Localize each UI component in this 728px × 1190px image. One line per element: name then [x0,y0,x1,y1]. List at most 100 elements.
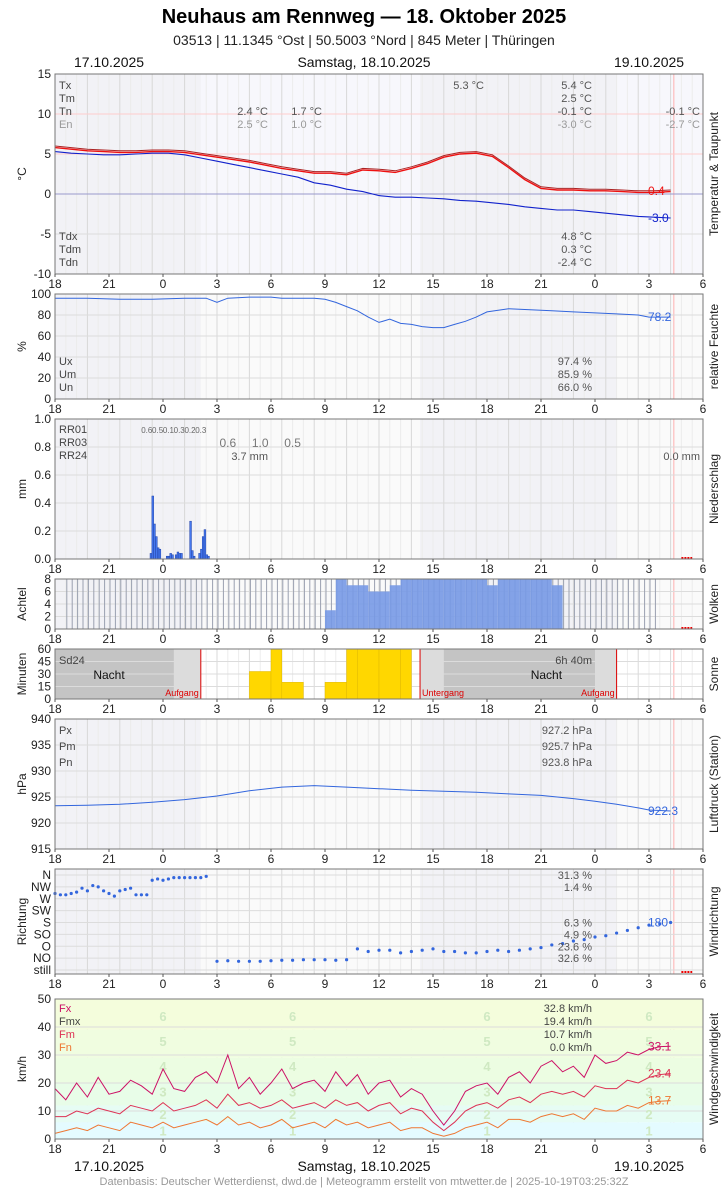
temp-stat-en-0: 2.5 °C [237,119,268,131]
cloud-total-bar-19-0 [260,579,262,629]
x-tick-label-5-0: 18 [48,852,62,866]
precip-bar-11 [176,551,180,560]
wind-dir-point-8 [96,885,100,889]
x-tick-label-5-4: 6 [268,852,275,866]
precip-bar-15 [191,550,194,560]
x-tick-label-0-5: 9 [322,277,329,291]
x-tick-label-7-8: 18 [480,1142,494,1156]
y-tick-label-7-3: 20 [38,1076,52,1090]
dir-tick-label-1: NW [31,880,52,894]
side-title-5: Luftdruck (Station) [707,735,721,833]
x-tick-label-2-3: 3 [214,562,221,576]
cloud-total-bar-8-1 [147,579,149,629]
humidity-stat-label-ux: Ux [59,356,73,368]
x-tick-label-3-11: 3 [646,632,653,646]
wind-dir-point-25 [188,876,192,880]
wind-dir-point-41 [345,958,349,962]
y-tick-label-2-5: 0.0 [34,552,51,566]
beaufort-label-3-3: 3 [645,1084,652,1099]
cloud-total-bar-50-1 [600,579,602,629]
wind-dir-point-26 [193,876,197,880]
cloud-total-bar-3-1 [93,579,95,629]
cloud-low-bar-44 [530,579,541,629]
dew-stat-label-tdm: Tdm [59,244,81,256]
precip-bar-13 [180,553,183,560]
wind-dir-point-33 [258,959,262,963]
cloud-total-bar-22-1 [298,579,300,629]
x-tick-label-1-4: 6 [268,402,275,416]
wind-dir-point-28 [204,874,208,878]
x-tick-label-4-5: 9 [322,702,329,716]
side-title-6: Windrichtung [707,886,721,956]
wind-stat-value-fn: 0.0 km/h [550,1042,592,1054]
wind-dir-point-40 [334,958,338,962]
beaufort-band-5 [55,999,703,1030]
y-tick-label-3-3: 2 [44,610,51,624]
temp-stat-tx-4: 5.4 °C [561,80,592,92]
date-right-top: 19.10.2025 [614,54,685,70]
x-tick-label-4-3: 3 [214,702,221,716]
x-tick-label-7-4: 6 [268,1142,275,1156]
x-tick-label-4-9: 21 [534,702,548,716]
wind-stat-label-fx: Fx [59,1003,72,1015]
wind-dir-point-61 [561,942,565,946]
rr01-value-0: 0.6 [141,426,153,435]
humidity-stat-value-ux: 97.4 % [558,356,592,368]
wind-mean-max-end-label: 23.4 [648,1066,672,1080]
x-tick-label-6-11: 3 [646,977,653,991]
station-subtitle: 03513 | 11.1345 °Ost | 50.5003 °Nord | 8… [173,32,555,48]
pressure-line [54,785,671,812]
cloud-total-bar-4-0 [98,579,100,629]
sun-bar-2 [281,682,304,700]
y-tick-label-5-1: 935 [31,738,51,752]
cloud-low-bar-33 [411,579,423,629]
night-label-0: Nacht [93,668,125,682]
cloud-total-bar-20-0 [271,579,273,629]
wind-dir-point-49 [431,947,435,951]
wind-dir-point-2 [64,893,68,897]
precip-bar-17 [198,553,201,560]
beaufort-band-4 [55,1029,703,1058]
x-tick-label-0-1: 21 [102,277,116,291]
cloud-total-bar-7-0 [131,579,133,629]
cloud-total-bar-12-1 [190,579,192,629]
wind-dir-point-21 [166,877,170,881]
dir-tick-label-3: SW [32,904,52,918]
humidity-line [55,296,671,329]
x-tick-label-2-4: 6 [268,562,275,576]
y-tick-label-1-2: 60 [38,329,52,343]
rr24-value-0: 3.7 mm [231,451,268,463]
cloud-low-bar-26 [335,579,347,629]
temp-stat-tn-5: -0.1 °C [666,106,700,118]
beaufort-label-3-2: 4 [645,1059,653,1074]
temp-stat-tx-3: 5.3 °C [453,80,484,92]
x-tick-label-0-3: 3 [214,277,221,291]
beaufort-label-2-5: 1 [483,1124,490,1139]
wind-dir-point-52 [463,951,467,955]
wind-dir-point-68 [636,926,640,930]
wind-dir-stat-6: 23.6 % [558,941,592,953]
x-tick-label-3-1: 21 [102,632,116,646]
sun-bar-5 [346,648,358,700]
y-tick-label-0-0: 15 [38,67,52,81]
x-tick-label-5-1: 21 [102,852,116,866]
x-tick-label-6-3: 3 [214,977,221,991]
cloud-low-bar-31 [389,585,401,629]
x-tick-label-2-8: 18 [480,562,494,576]
x-tick-label-3-9: 21 [534,632,548,646]
wind-dir-point-62 [571,939,576,943]
x-tick-label-5-5: 9 [322,852,329,866]
beaufort-band-0 [55,1122,703,1139]
cloud-total-bar-2-0 [77,579,79,629]
cloud-low-bar-41 [497,579,509,629]
beaufort-label-0-5: 1 [159,1124,166,1139]
wind-dir-point-65 [604,934,608,938]
beaufort-label-0-3: 3 [159,1084,166,1099]
page-title: Neuhaus am Rennweg — 18. Oktober 2025 [161,6,567,28]
temperature-line-max [54,145,671,192]
wind-dir-point-18 [150,878,154,882]
y-tick-label-4-1: 45 [38,655,52,669]
date-right-bottom: 19.10.2025 [614,1158,685,1174]
date-left-top: 17.10.2025 [74,54,145,70]
